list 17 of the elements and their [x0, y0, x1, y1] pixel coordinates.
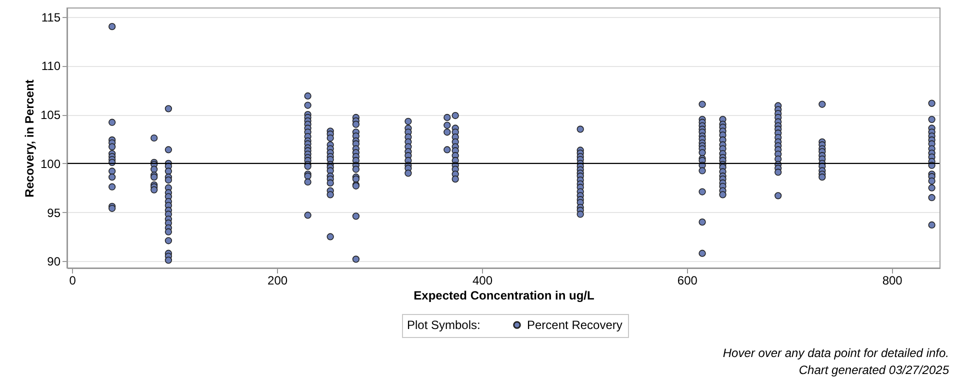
y-axis-title: Recovery, in Percent	[22, 80, 36, 198]
x-tick-label: 200	[268, 274, 288, 288]
text: Hover over any data point for detailed info.	[722, 346, 949, 360]
y-tick-label: 90	[47, 254, 61, 269]
y-tick-label: 100	[40, 156, 61, 171]
legend-title: Plot Symbols:	[407, 318, 480, 332]
x-tick-label: 400	[472, 274, 493, 288]
text: Chart generated 03/27/2025	[798, 363, 950, 377]
y-tick-label: 115	[41, 10, 61, 24]
y-tick-label: 110	[41, 59, 61, 74]
x-axis-title: Expected Concentration in ug/L	[414, 288, 594, 302]
x-tick-label: 0	[69, 274, 76, 288]
y-tick-label: 105	[40, 108, 61, 122]
x-tick-label: 800	[882, 274, 903, 288]
y-tick-label: 95	[47, 206, 61, 220]
x-tick-label: 600	[677, 274, 698, 288]
legend-label: Percent Recovery	[527, 318, 622, 332]
